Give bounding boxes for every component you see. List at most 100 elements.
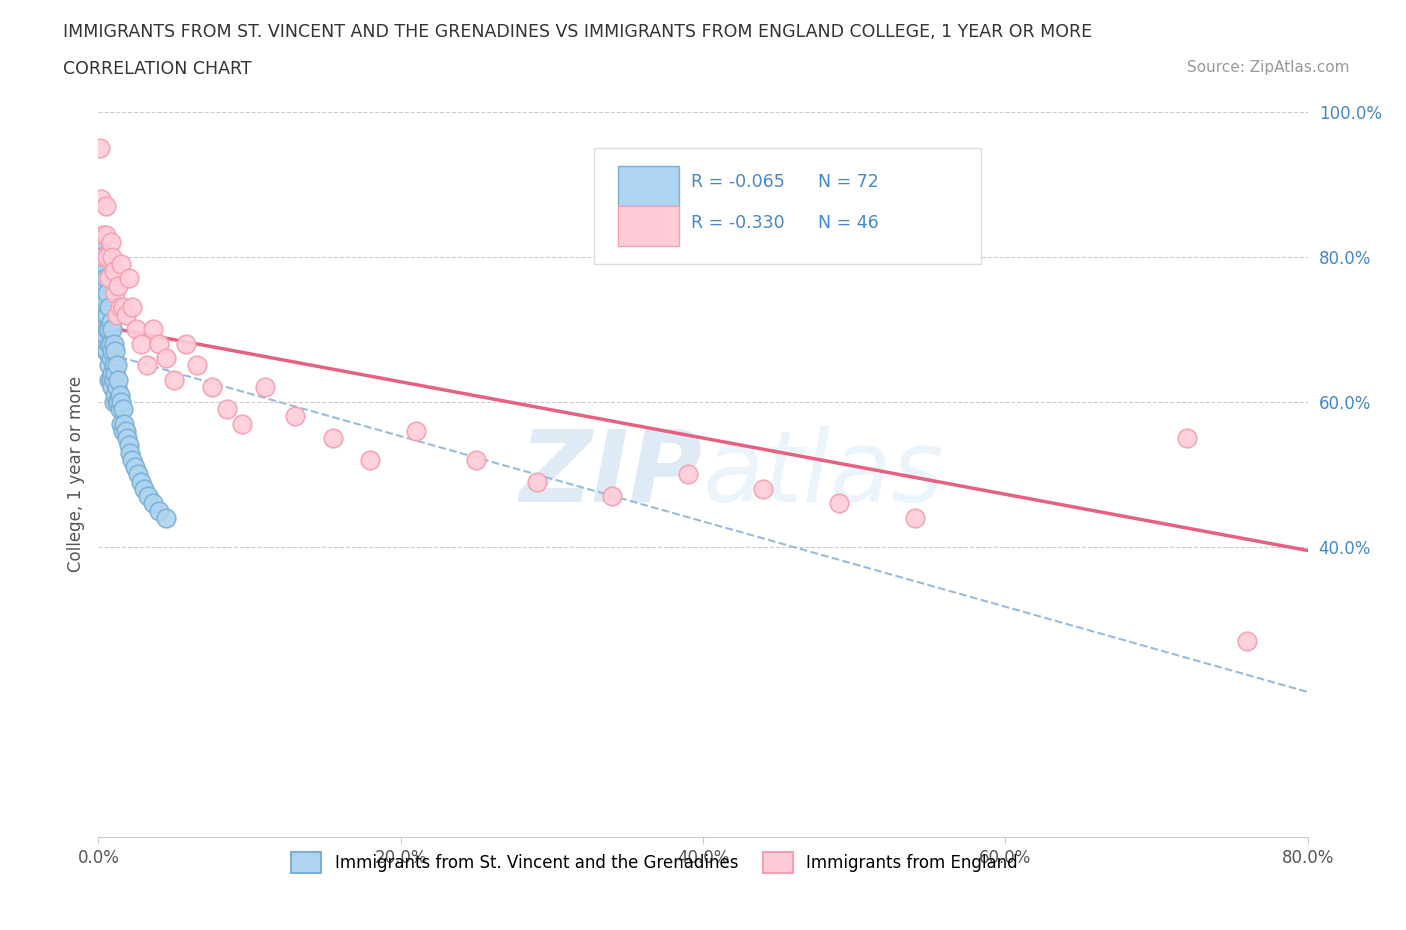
Point [676,467,699,482]
Point [904,511,927,525]
Point [284,409,307,424]
Point [101,343,124,358]
Point [103,394,125,409]
Point [118,438,141,453]
Point [89,140,111,155]
Point [89,257,111,272]
Point [107,373,129,388]
Point [93,278,115,293]
Point [101,379,124,394]
Point [110,394,132,409]
Point [94,293,117,308]
Point [103,358,125,373]
Point [125,322,148,337]
Point [103,264,125,279]
Point [105,307,128,322]
Point [98,271,121,286]
Point [90,192,112,206]
Point [91,322,114,337]
Point [405,423,427,438]
Point [360,452,382,467]
Point [101,322,124,337]
Text: IMMIGRANTS FROM ST. VINCENT AND THE GRENADINES VS IMMIGRANTS FROM ENGLAND COLLEG: IMMIGRANTS FROM ST. VINCENT AND THE GREN… [63,23,1092,41]
Point [93,257,115,272]
Point [110,257,132,272]
Text: N = 46: N = 46 [818,214,879,232]
Text: R = -0.065: R = -0.065 [690,173,785,191]
Point [163,373,186,388]
Point [118,271,141,286]
Point [465,452,488,467]
Point [93,322,115,337]
Point [93,300,115,315]
Point [526,474,548,489]
Point [104,286,127,300]
Point [142,496,165,511]
Point [828,496,851,511]
Point [96,307,118,322]
Text: R = -0.330: R = -0.330 [690,214,785,232]
Point [103,337,125,352]
Point [114,423,136,438]
Text: Source: ZipAtlas.com: Source: ZipAtlas.com [1187,60,1350,75]
Point [100,373,122,388]
Point [90,234,112,249]
Point [103,373,125,388]
Point [105,394,128,409]
Point [108,402,131,417]
Point [98,322,121,337]
Text: CORRELATION CHART: CORRELATION CHART [63,60,252,78]
Y-axis label: College, 1 year or more: College, 1 year or more [66,377,84,572]
Point [98,337,121,352]
Point [89,271,111,286]
Point [107,278,129,293]
Point [111,402,134,417]
FancyBboxPatch shape [619,206,679,246]
Point [1175,431,1198,445]
Point [104,343,127,358]
Point [201,379,224,394]
Point [104,387,127,402]
Point [96,343,118,358]
Point [105,358,128,373]
Point [89,286,111,300]
Point [114,307,136,322]
Point [100,337,122,352]
Point [155,351,177,365]
Point [132,482,155,497]
Point [111,300,134,315]
Text: N = 72: N = 72 [818,173,879,191]
Point [96,249,118,264]
Point [186,358,208,373]
Point [110,416,132,431]
FancyBboxPatch shape [595,148,981,264]
Legend: Immigrants from St. Vincent and the Grenadines, Immigrants from England: Immigrants from St. Vincent and the Gren… [284,845,1025,880]
Point [148,503,170,518]
Point [94,329,117,344]
Point [96,322,118,337]
Point [98,300,121,315]
Point [94,343,117,358]
Point [215,402,238,417]
Point [121,452,143,467]
Point [98,373,121,388]
Point [108,300,131,315]
Point [91,307,114,322]
Point [129,474,152,489]
Point [101,249,124,264]
Point [129,337,152,352]
Point [104,365,127,380]
Point [136,488,159,503]
Point [231,416,253,431]
Point [90,293,112,308]
Point [1236,633,1258,648]
Point [127,467,149,482]
Point [93,337,115,352]
Point [155,511,177,525]
Point [98,358,121,373]
Text: atlas: atlas [703,426,945,523]
Point [91,228,114,243]
Point [142,322,165,337]
Point [89,234,111,249]
Point [91,271,114,286]
